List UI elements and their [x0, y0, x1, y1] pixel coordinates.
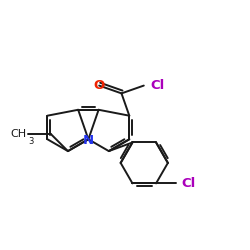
Text: Cl: Cl: [150, 79, 164, 92]
Text: CH: CH: [10, 129, 26, 139]
Text: Cl: Cl: [181, 177, 195, 190]
Text: O: O: [94, 79, 105, 92]
Text: 3: 3: [28, 137, 34, 146]
Text: N: N: [83, 134, 94, 147]
